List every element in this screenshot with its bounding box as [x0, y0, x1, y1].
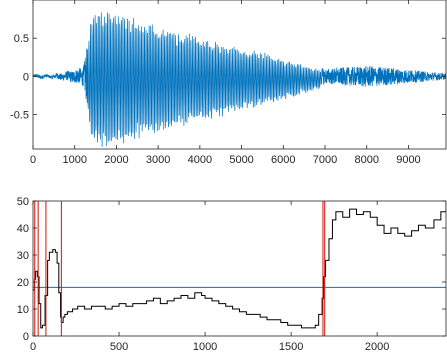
- y-tick-label: 30: [17, 250, 29, 262]
- bottom-axes-ticks: 0 500 1000 1500 2000 0 10 20 30 40 50: [17, 196, 446, 353]
- x-tick-label: 6000: [271, 154, 295, 166]
- top-axes-frame: [32, 0, 447, 150]
- top-signal-series: [33, 12, 446, 148]
- y-tick-label: 40: [17, 223, 29, 235]
- x-tick-label: 3000: [146, 154, 170, 166]
- bottom-metric-axes: 0 500 1000 1500 2000 0 10 20 30 40 50: [17, 196, 447, 353]
- x-tick-label: 1500: [279, 341, 303, 353]
- bottom-axes-frame: [32, 200, 447, 337]
- metric-line: [33, 201, 446, 329]
- y-tick-label: 0: [23, 71, 29, 83]
- y-tick-label: 0: [23, 331, 29, 343]
- x-tick-label: 2000: [104, 154, 128, 166]
- y-tick-label: 10: [17, 304, 29, 316]
- y-tick-label: -0.5: [10, 110, 29, 122]
- x-tick-label: 9000: [396, 154, 420, 166]
- x-tick-label: 0: [30, 154, 36, 166]
- y-tick-label: 20: [17, 277, 29, 289]
- x-tick-label: 1000: [62, 154, 86, 166]
- bottom-metric-series: [33, 201, 446, 336]
- y-tick-label: 50: [17, 196, 29, 208]
- x-tick-label: 7000: [313, 154, 337, 166]
- x-tick-label: 1000: [193, 341, 217, 353]
- x-tick-label: 8000: [354, 154, 378, 166]
- top-axes-ticks: 0 1000 2000 3000 4000 5000 6000 7000 8000 9000 0.5…: [10, 0, 446, 166]
- signal-line: [33, 12, 446, 148]
- top-signal-axes: 0 1000 2000 3000 4000 5000 6000 7000 8000 9000 0.5…: [10, 0, 447, 166]
- x-tick-label: 500: [110, 341, 128, 353]
- x-tick-label: 0: [30, 341, 36, 353]
- x-tick-label: 2000: [365, 341, 389, 353]
- y-tick-label: 0.5: [14, 33, 29, 45]
- x-tick-label: 5000: [229, 154, 253, 166]
- x-tick-label: 4000: [188, 154, 212, 166]
